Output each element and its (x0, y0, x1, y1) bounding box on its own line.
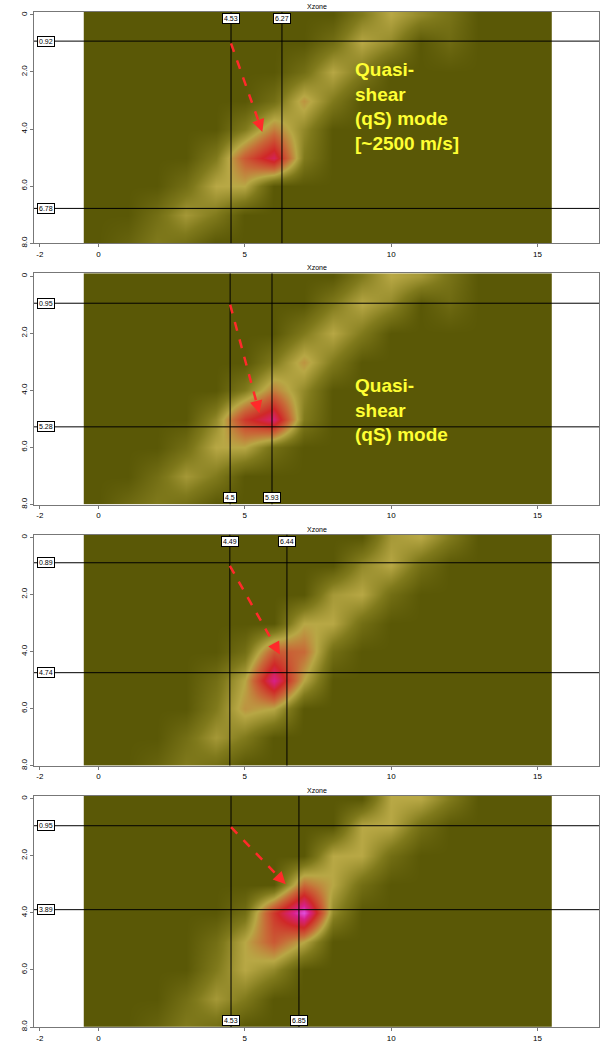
svg-text:8.0: 8.0 (20, 758, 29, 770)
svg-text:-2: -2 (36, 511, 44, 520)
svg-text:2.0: 2.0 (20, 587, 29, 599)
svg-text:10: 10 (387, 772, 396, 781)
svg-text:0: 0 (20, 272, 29, 277)
svg-text:0.95: 0.95 (39, 300, 53, 307)
svg-text:0: 0 (96, 772, 101, 781)
svg-text:0: 0 (20, 795, 29, 800)
svg-text:2.0: 2.0 (20, 326, 29, 338)
svg-text:4.53: 4.53 (224, 15, 238, 22)
svg-text:6.0: 6.0 (20, 701, 29, 713)
svg-text:8.0: 8.0 (20, 1020, 29, 1032)
svg-text:Quasi-shear(qS) mode[~2500 m/s: Quasi-shear(qS) mode[~2500 m/s] (355, 59, 459, 154)
svg-text:5: 5 (243, 1034, 248, 1043)
svg-text:0.95: 0.95 (39, 822, 53, 829)
svg-text:6.85: 6.85 (292, 1017, 306, 1024)
svg-text:0: 0 (96, 1034, 101, 1043)
svg-text:0: 0 (20, 11, 29, 16)
svg-text:Xzone: Xzone (307, 264, 327, 271)
svg-text:6.0: 6.0 (20, 179, 29, 191)
svg-text:-2: -2 (36, 1034, 44, 1043)
svg-text:0.89: 0.89 (39, 559, 53, 566)
svg-text:4.53: 4.53 (224, 1017, 238, 1024)
svg-text:-2: -2 (36, 250, 44, 259)
svg-text:Xzone: Xzone (307, 526, 327, 533)
svg-text:10: 10 (387, 1034, 396, 1043)
svg-text:2.0: 2.0 (20, 65, 29, 77)
svg-text:3.89: 3.89 (39, 906, 53, 913)
svg-text:5: 5 (243, 511, 248, 520)
svg-text:5: 5 (243, 772, 248, 781)
svg-text:4.0: 4.0 (20, 383, 29, 395)
svg-text:6.0: 6.0 (20, 440, 29, 452)
svg-text:15: 15 (533, 1034, 542, 1043)
svg-text:5.93: 5.93 (265, 494, 279, 501)
svg-text:Quasi-shear(qS) mode: Quasi-shear(qS) mode (355, 375, 448, 445)
svg-text:5.28: 5.28 (39, 423, 53, 430)
svg-text:Xzone: Xzone (307, 3, 327, 10)
svg-text:10: 10 (387, 511, 396, 520)
svg-text:4.0: 4.0 (20, 644, 29, 656)
svg-text:2.0: 2.0 (20, 848, 29, 860)
svg-text:4.5: 4.5 (225, 494, 235, 501)
svg-text:8.0: 8.0 (20, 497, 29, 509)
svg-text:6.78: 6.78 (39, 205, 53, 212)
svg-text:0.92: 0.92 (39, 38, 53, 45)
svg-text:Xzone: Xzone (307, 787, 327, 794)
svg-text:5: 5 (243, 250, 248, 259)
svg-text:4.49: 4.49 (223, 538, 237, 545)
svg-text:4.74: 4.74 (39, 669, 53, 676)
svg-text:4.0: 4.0 (20, 122, 29, 134)
svg-text:0: 0 (20, 533, 29, 538)
svg-text:0: 0 (96, 250, 101, 259)
svg-text:6.44: 6.44 (280, 538, 294, 545)
svg-text:-2: -2 (36, 772, 44, 781)
svg-text:15: 15 (533, 511, 542, 520)
svg-text:6.0: 6.0 (20, 963, 29, 975)
svg-text:8.0: 8.0 (20, 236, 29, 248)
svg-text:4.0: 4.0 (20, 905, 29, 917)
svg-text:6.27: 6.27 (275, 15, 289, 22)
svg-text:15: 15 (533, 772, 542, 781)
svg-text:0: 0 (96, 511, 101, 520)
svg-text:15: 15 (533, 250, 542, 259)
svg-text:10: 10 (387, 250, 396, 259)
